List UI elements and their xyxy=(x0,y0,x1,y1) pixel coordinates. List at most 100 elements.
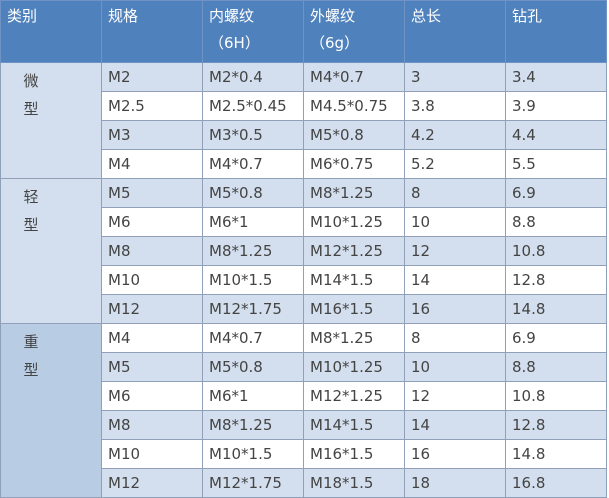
table-cell: M5*0.8 xyxy=(202,178,304,208)
table-row: 轻型 M5 M5*0.8 M8*1.25 8 6.9 xyxy=(0,178,607,324)
table-cell: M12*1.25 xyxy=(303,381,405,411)
header-sublabel: （6H） xyxy=(209,34,260,52)
table-row: M4 M4*0.7 M6*0.75 5.2 5.5 xyxy=(1,149,607,179)
table-cell: M5*0.8 xyxy=(202,352,304,382)
table-cell: M2*0.4 xyxy=(202,62,304,92)
table-cell: 6.9 xyxy=(505,323,607,353)
table-cell: M10*1.25 xyxy=(303,352,405,382)
table-cell: 14 xyxy=(404,410,506,440)
table-cell: 4.2 xyxy=(404,120,506,150)
table-cell: 16 xyxy=(404,439,506,469)
table-row: M10 M10*1.5 M16*1.5 16 14.8 xyxy=(1,439,607,469)
category-char: 型 xyxy=(23,361,39,379)
table-cell: 3.8 xyxy=(404,91,506,121)
table-cell: M8*1.25 xyxy=(303,178,405,208)
header-sublabel: （6g） xyxy=(310,34,360,52)
category-cell: 重型 xyxy=(0,323,102,498)
table-cell: M6 xyxy=(101,207,203,237)
column-header: 内螺纹 （6H） xyxy=(202,0,304,63)
table-cell: M3*0.5 xyxy=(202,120,304,150)
table-row: M12 M12*1.75 M16*1.5 16 14.8 xyxy=(1,294,607,324)
table-cell: M8*1.25 xyxy=(303,323,405,353)
table-cell: M2 xyxy=(101,62,203,92)
column-header: 类别 xyxy=(0,0,102,63)
table-cell: 8 xyxy=(404,178,506,208)
table-row: M10 M10*1.5 M14*1.5 14 12.8 xyxy=(1,265,607,295)
table-cell: 8.8 xyxy=(505,352,607,382)
table-cell: 5.2 xyxy=(404,149,506,179)
category-char: 型 xyxy=(23,100,39,118)
table-cell: M10*1.5 xyxy=(202,439,304,469)
table-cell: 12 xyxy=(404,381,506,411)
table-cell: M4*0.7 xyxy=(202,323,304,353)
table-cell: 3 xyxy=(404,62,506,92)
table-cell: M3 xyxy=(101,120,203,150)
table-cell: 3.4 xyxy=(505,62,607,92)
category-cell: 轻型 xyxy=(0,178,102,324)
table-row: M8 M8*1.25 M14*1.5 14 12.8 xyxy=(1,410,607,440)
table-cell: M16*1.5 xyxy=(303,294,405,324)
table-cell: 16 xyxy=(404,294,506,324)
category-char: 重 xyxy=(23,333,39,351)
table-cell: M2.5*0.45 xyxy=(202,91,304,121)
table-cell: M6 xyxy=(101,381,203,411)
column-header: 总长 xyxy=(404,0,506,63)
category-cell: 微型 xyxy=(0,62,102,179)
table-cell: M14*1.5 xyxy=(303,265,405,295)
table-cell: M5 xyxy=(101,178,203,208)
table-row: 微型 M2 M2*0.4 M4*0.7 3 3.4 xyxy=(0,62,607,179)
table-cell: 10 xyxy=(404,207,506,237)
table-cell: M6*1 xyxy=(202,207,304,237)
table-cell: 10.8 xyxy=(505,381,607,411)
table-cell: 3.9 xyxy=(505,91,607,121)
table-cell: M10 xyxy=(101,265,203,295)
table-cell: M10 xyxy=(101,439,203,469)
table-cell: 14.8 xyxy=(505,294,607,324)
category-char: 轻 xyxy=(23,188,39,206)
table-cell: M2.5 xyxy=(101,91,203,121)
table-row: M8 M8*1.25 M12*1.25 12 10.8 xyxy=(1,236,607,266)
column-header: 外螺纹 （6g） xyxy=(303,0,405,63)
table-cell: M8*1.25 xyxy=(202,236,304,266)
table-cell: 10.8 xyxy=(505,236,607,266)
table-row: M3 M3*0.5 M5*0.8 4.2 4.4 xyxy=(1,120,607,150)
table-row: M2.5 M2.5*0.45 M4.5*0.75 3.8 3.9 xyxy=(1,91,607,121)
table-cell: M18*1.5 xyxy=(303,468,405,498)
table-cell: M4*0.7 xyxy=(202,149,304,179)
table-cell: M6*1 xyxy=(202,381,304,411)
table-cell: M4*0.7 xyxy=(303,62,405,92)
table-cell: M12*1.25 xyxy=(303,236,405,266)
table-cell: 5.5 xyxy=(505,149,607,179)
table-cell: M10*1.25 xyxy=(303,207,405,237)
table-cell: M10*1.5 xyxy=(202,265,304,295)
table-cell: 18 xyxy=(404,468,506,498)
table-cell: M8 xyxy=(101,410,203,440)
table-row: M6 M6*1 M10*1.25 10 8.8 xyxy=(1,207,607,237)
table-row: 重型 M4 M4*0.7 M8*1.25 8 6.9 xyxy=(0,323,607,498)
category-char: 型 xyxy=(23,216,39,234)
table-cell: 14.8 xyxy=(505,439,607,469)
header-label: 外螺纹 xyxy=(310,7,356,25)
table-cell: M14*1.5 xyxy=(303,410,405,440)
table-cell: M8*1.25 xyxy=(202,410,304,440)
table-cell: 12 xyxy=(404,236,506,266)
header-row: 类别 规格 内螺纹 （6H） 外螺纹 （6g） 总长 钻孔 xyxy=(0,0,607,63)
table-row: M12 M12*1.75 M18*1.5 18 16.8 xyxy=(1,468,607,498)
table-cell: 8 xyxy=(404,323,506,353)
table-cell: M12 xyxy=(101,294,203,324)
table-cell: M6*0.75 xyxy=(303,149,405,179)
header-label: 总长 xyxy=(411,7,442,25)
category-char: 微 xyxy=(23,72,39,90)
table-cell: 4.4 xyxy=(505,120,607,150)
table-cell: M16*1.5 xyxy=(303,439,405,469)
table-cell: 12.8 xyxy=(505,410,607,440)
table-cell: M4 xyxy=(101,149,203,179)
header-label: 内螺纹 xyxy=(209,7,255,25)
header-label: 规格 xyxy=(108,7,139,25)
table-cell: M12 xyxy=(101,468,203,498)
header-label: 钻孔 xyxy=(512,7,543,25)
table-cell: 8.8 xyxy=(505,207,607,237)
header-label: 类别 xyxy=(7,7,38,25)
table-cell: M12*1.75 xyxy=(202,294,304,324)
